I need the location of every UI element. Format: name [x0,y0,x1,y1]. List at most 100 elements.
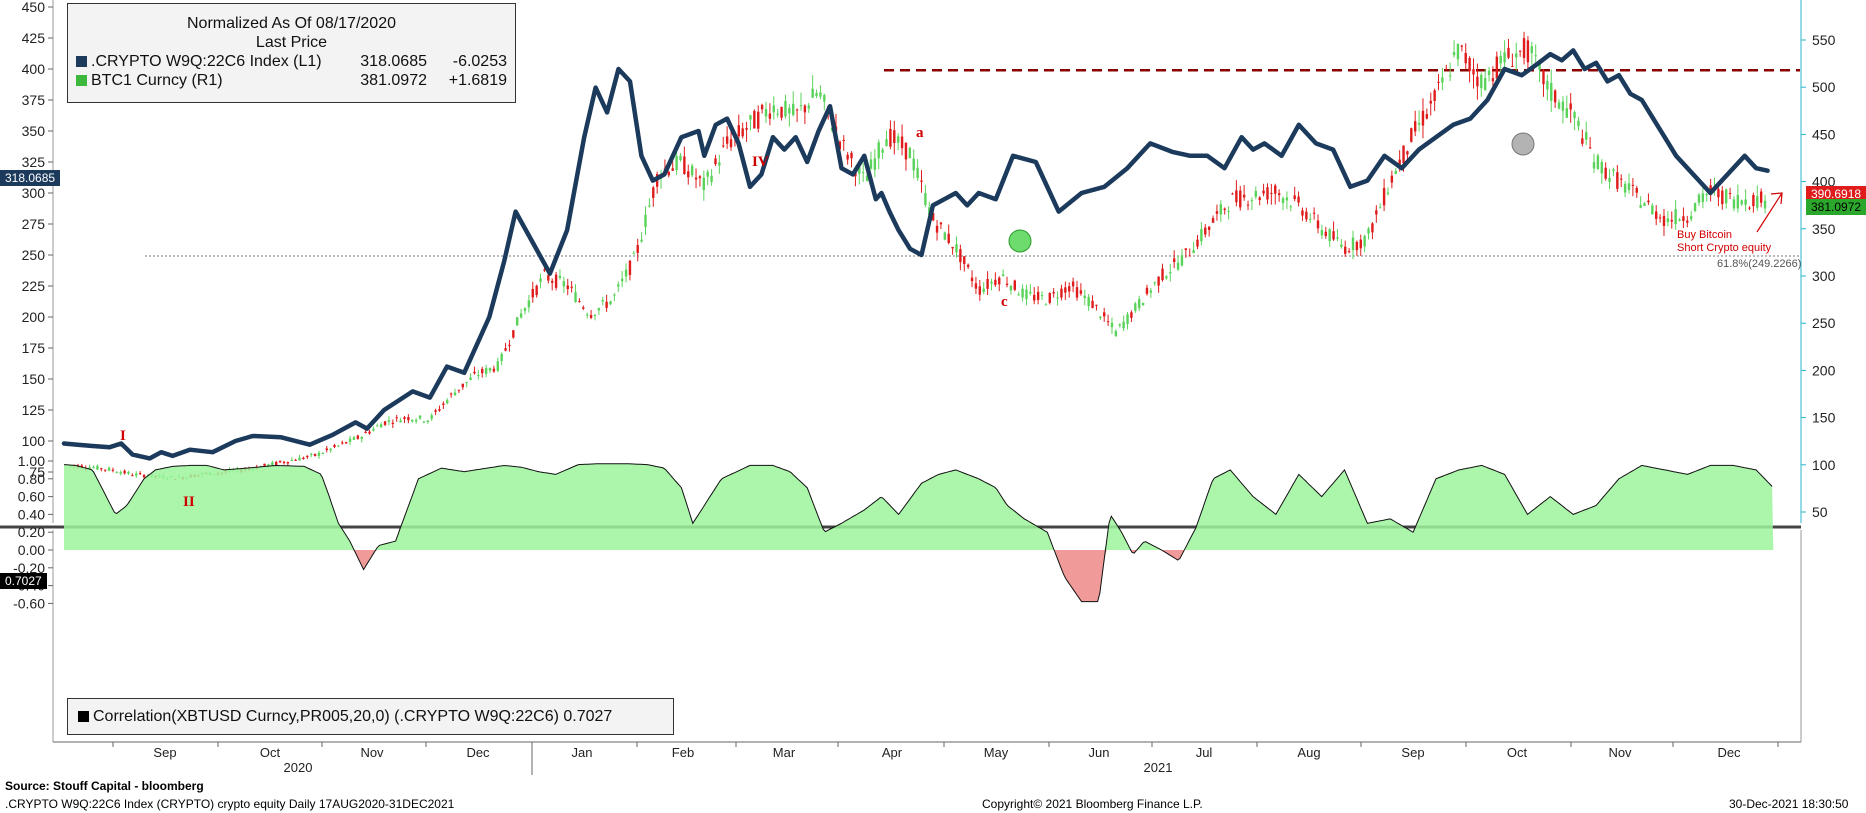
btc-candle-body [131,475,134,477]
btc-candle-body [935,225,939,233]
left-tick-label: 425 [22,30,46,46]
right-tick-label: 500 [1812,79,1836,95]
btc-candle-body [286,461,290,464]
legend-name-btc: BTC1 Curncy (R1) [91,72,223,89]
x-month-label: Feb [672,745,694,760]
btc-candle-body [1188,255,1191,257]
btc-candle-body [469,377,472,380]
btc-candle-body [1666,218,1670,223]
btc-candle-body [1410,128,1413,142]
btc-candle-body [896,136,900,143]
btc-candle-body [947,233,950,244]
btc-candle-body [725,136,729,144]
left-tick-label: 175 [22,340,46,356]
btc-candle-body [1627,183,1631,190]
btc-candle-body [628,260,632,275]
btc-candle-body [504,348,507,351]
btc-candle-body [352,437,356,440]
btc-candle-body [1033,294,1036,301]
btc-candle-body [341,442,344,444]
btc-candle-body [1141,302,1145,306]
crypto-index-series-line [61,48,1770,461]
btc-candle-body [978,286,982,295]
corr-tick-label: 0.80 [18,471,45,487]
btc-candle-body [1052,292,1055,294]
btc-candle-body [1655,211,1658,219]
btc-candle-body [1254,191,1258,197]
btc-candle-body [585,314,589,316]
btc-candle-body [1122,321,1125,329]
wave-label-4: IV [752,154,769,170]
btc-candle-body [966,264,970,267]
correlation-y-axis: 1.000.800.600.400.200.00-0.20-0.40-0.60 [13,453,53,611]
btc-candle-body [1596,155,1600,169]
btc-candle-body [1157,276,1160,286]
btc-candle-body [1005,283,1009,285]
btc-candle-body [1608,177,1611,182]
btc-candle-body [1569,103,1572,110]
btc-candle-body [1686,220,1689,223]
btc-candle-body [994,279,997,285]
left-tick-label: 350 [22,123,46,139]
btc-candle-body [788,107,791,114]
btc-candle-body [1577,120,1580,127]
right-tick-label: 550 [1812,32,1836,48]
btc-candle-body [601,300,604,302]
btc-candle-body [908,147,912,159]
btc-candle-body [422,421,426,423]
btc-candle-body [1534,55,1537,57]
btc-candle-body [807,105,810,109]
btc-candle-body [321,453,325,455]
btc-candle-body [904,142,908,160]
btc-candle-body [760,104,764,110]
legend-row-index: .CRYPTO W9Q:22C6 Index (L1) 318.0685 -6.… [68,52,515,71]
btc-candle-body [974,283,978,289]
btc-candle-body [1585,132,1588,140]
btc-candle-body [1336,237,1339,239]
note-line-2: Short Crypto equity [1677,242,1772,254]
btc-candle-body [1099,316,1102,319]
btc-candle-body [1464,52,1467,64]
btc-candle-body [795,109,799,111]
btc-candle-body [1036,291,1040,300]
btc-candle-body [1048,293,1051,303]
btc-candle-body [764,109,768,117]
btc-candle-body [1511,65,1514,67]
btc-candle-body [337,445,340,447]
btc-candle-body [1180,255,1184,266]
btc-candle-body [278,460,282,463]
btc-candle-body [943,232,947,240]
btc-candle-body [574,292,577,302]
btc-candle-body [1682,216,1685,221]
btc-candle-body [1550,82,1553,101]
legend-swatch-btc [76,75,87,86]
btc-candle-body [605,301,608,308]
btc-candle-body [823,94,826,102]
btc-candle-body [1277,193,1281,196]
btc-candle-body [1064,287,1067,293]
btc-candle-body [551,280,554,283]
circle-markers [1008,132,1535,253]
legend-swatch-index [76,56,87,67]
legend-change-index: -6.0253 [452,53,507,70]
btc-candle-body [500,353,503,362]
btc-candle-body [990,281,993,284]
btc-candle-body [1752,194,1755,207]
btc-candle-body [488,367,492,371]
left-tick-label: 250 [22,247,46,263]
btc-candle-body [1013,280,1016,290]
left-tick-label: 100 [22,433,46,449]
btc-candle-body [1110,322,1114,328]
btc-candle-body [1106,321,1110,323]
btc-candle-body [1538,61,1541,70]
btc-candle-body [1674,209,1677,225]
fib-label: 61.8%(249.2266) [1717,258,1801,270]
btc-candle-body [1600,161,1603,174]
btc-candle-body [1728,192,1732,195]
footer-timestamp: 30-Dec-2021 18:30:50 [1729,797,1849,811]
wave-label-a: a [916,125,924,141]
btc-candle-body [1192,250,1195,254]
btc-candle-body [1429,100,1432,104]
btc-candle-body [1588,147,1592,149]
btc-candle-body [356,435,360,439]
